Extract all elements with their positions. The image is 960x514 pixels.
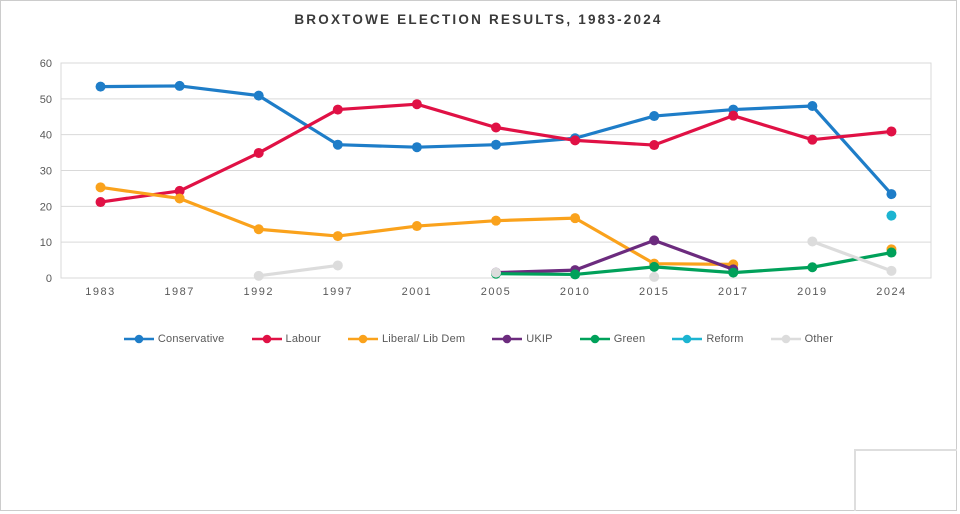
x-axis-label-1983: 1983: [85, 286, 115, 298]
legend-marker-dot: [358, 334, 368, 344]
legend-marker-ukip: [492, 334, 523, 344]
point-liberal-lib-dem-1987: [174, 193, 185, 204]
legend-marker-other: [770, 334, 801, 344]
legend-item-labour: Labour: [251, 333, 321, 345]
point-green-2024: [886, 247, 897, 258]
line-green: [494, 250, 894, 277]
legend-label-liberal-lib-dem: Liberal/ Lib Dem: [381, 333, 466, 345]
legend-marker-green: [579, 334, 610, 344]
point-liberal-lib-dem-1992: [253, 224, 264, 235]
legend-marker-dot: [683, 334, 692, 344]
legend-label-conservative: Conservative: [157, 333, 225, 345]
legend-marker-conservative: [123, 334, 154, 344]
legend-item-other: Other: [770, 333, 834, 345]
y-axis-label-60: 60: [40, 58, 52, 70]
point-liberal-lib-dem-2010: [570, 213, 581, 224]
point-other-1992: [253, 270, 264, 281]
point-green-2015: [649, 261, 660, 272]
legend-marker-reform: [672, 334, 703, 344]
y-axis-label-20: 20: [40, 201, 52, 213]
point-conservative-2024: [886, 189, 897, 200]
x-axis-label-2015: 2015: [639, 286, 669, 298]
object-edge-horizontal-line: [854, 449, 957, 451]
point-conservative-2005: [491, 139, 501, 150]
x-axis-label-1987: 1987: [164, 286, 194, 298]
line-other: [257, 263, 340, 278]
legend-item-liberal-lib-dem: Liberal/ Lib Dem: [347, 333, 466, 345]
point-labour-2015: [649, 140, 660, 151]
x-axis-label-1992: 1992: [243, 286, 273, 298]
legend-marker-dot: [262, 334, 271, 344]
legend-marker-dot: [781, 334, 790, 344]
point-labour-1983: [95, 197, 106, 208]
point-green-2019: [807, 262, 818, 273]
point-other-1997: [332, 260, 343, 271]
point-liberal-lib-dem-2005: [491, 215, 501, 226]
point-liberal-lib-dem-1983: [95, 182, 106, 193]
point-liberal-lib-dem-1997: [332, 231, 343, 242]
chart-title: BROXTOWE ELECTION RESULTS, 1983-2024: [294, 12, 663, 27]
point-conservative-2015: [649, 111, 660, 122]
point-labour-1992: [253, 147, 264, 158]
y-axis-label-10: 10: [40, 237, 52, 249]
legend-marker-dot: [134, 334, 144, 344]
point-labour-2005: [491, 122, 501, 133]
point-green-2010: [570, 269, 581, 280]
point-conservative-1992: [253, 90, 264, 101]
point-conservative-2001: [411, 142, 422, 153]
legend-marker-dot: [590, 334, 600, 344]
x-axis-label-2019: 2019: [797, 286, 827, 298]
x-axis-label-2001: 2001: [402, 286, 432, 298]
point-labour-2024: [886, 126, 897, 137]
legend-label-ukip: UKIP: [526, 333, 553, 345]
point-ukip-2015: [649, 235, 660, 246]
point-other-2005: [491, 267, 501, 278]
chart-legend: Conservative Labour Liberal/ Lib Dem UKIP Gr…: [1, 333, 956, 345]
point-labour-2001: [411, 99, 422, 110]
legend-item-reform: Reform: [672, 333, 743, 345]
legend-marker-dot: [502, 334, 512, 344]
y-axis-label-50: 50: [40, 94, 52, 106]
point-conservative-1987: [174, 80, 185, 91]
point-reform-2024: [886, 210, 897, 221]
legend-label-green: Green: [613, 333, 646, 345]
x-axis-label-2010: 2010: [560, 286, 590, 298]
point-conservative-1983: [95, 81, 106, 92]
x-axis-label-2005: 2005: [481, 286, 511, 298]
x-axis-label-1997: 1997: [323, 286, 353, 298]
point-labour-2017: [728, 110, 739, 121]
line-ukip: [494, 238, 735, 275]
line-other: [810, 239, 894, 273]
y-axis-label-40: 40: [40, 130, 52, 142]
legend-label-reform: Reform: [706, 333, 744, 345]
point-labour-2010: [570, 135, 581, 146]
object-edge-vertical-line: [854, 449, 856, 511]
legend-item-ukip: UKIP: [492, 333, 553, 345]
legend-label-other: Other: [804, 333, 834, 345]
legend-item-conservative: Conservative: [123, 333, 225, 345]
point-conservative-1997: [332, 139, 343, 150]
point-other-2019: [807, 236, 818, 247]
x-axis-label-2017: 2017: [718, 286, 748, 298]
legend-item-green: Green: [579, 333, 646, 345]
point-other-2024: [886, 265, 897, 276]
legend-marker-labour: [251, 334, 282, 344]
legend-label-labour: Labour: [285, 333, 321, 345]
point-liberal-lib-dem-2001: [411, 221, 422, 232]
y-axis-label-30: 30: [40, 166, 52, 178]
legend-marker-liberal-lib-dem: [347, 334, 378, 344]
x-axis-label-2024: 2024: [876, 286, 906, 298]
y-axis-label-0: 0: [46, 273, 52, 285]
point-labour-2019: [807, 134, 818, 145]
point-green-2017: [728, 267, 739, 278]
point-labour-1987: [174, 185, 185, 196]
line-labour: [98, 102, 894, 204]
point-labour-1997: [332, 104, 343, 115]
point-other-2015: [649, 271, 660, 282]
point-conservative-2019: [807, 101, 818, 111]
